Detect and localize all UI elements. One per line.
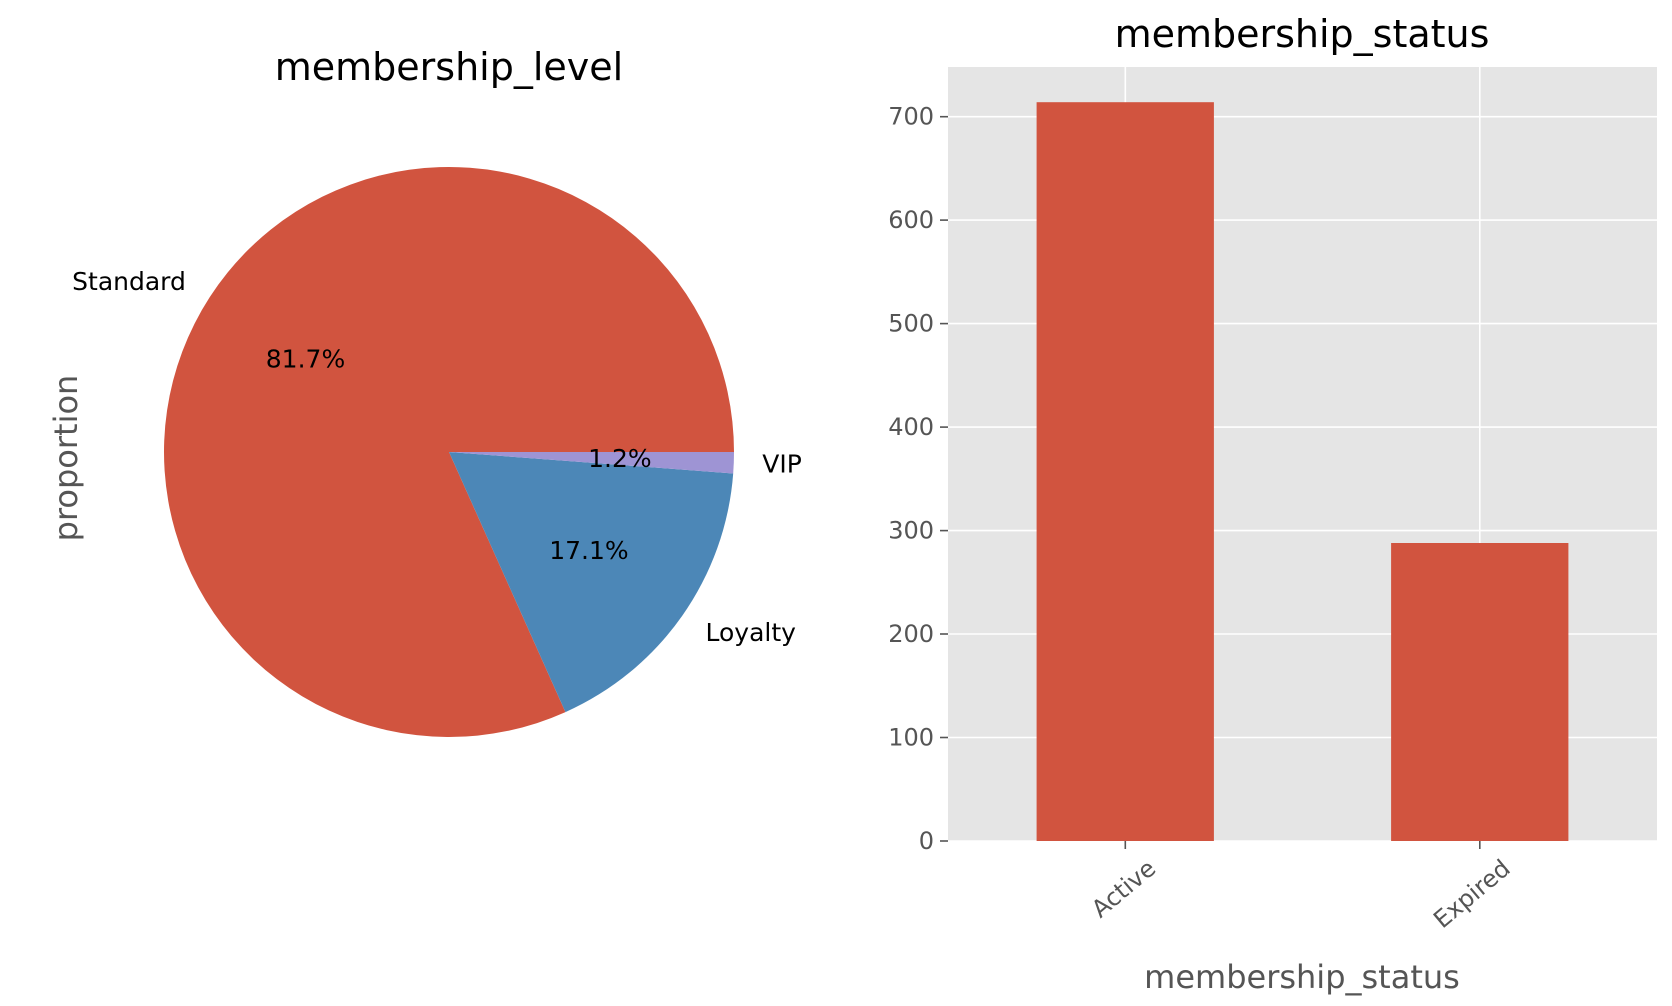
pie-labels: Standard 81.7% Loyalty 17.1% VIP 1.2% [72, 267, 802, 647]
y-tick-label-500: 500 [888, 310, 934, 338]
pie-slices [164, 167, 735, 738]
bar-chart: membership_status 0 100 200 300 400 500 600 700… [888, 12, 1657, 996]
pie-slice-vip [449, 452, 734, 474]
bar-active [1036, 102, 1214, 841]
pie-pct-standard: 81.7% [266, 345, 345, 374]
x-tick-label-active: Active [1086, 854, 1161, 923]
pie-slice-standard [164, 167, 735, 738]
y-tick-label-600: 600 [888, 206, 934, 234]
bar-chart-title: membership_status [1115, 12, 1490, 56]
pie-pct-vip: 1.2% [588, 444, 652, 473]
y-tick-label-300: 300 [888, 517, 934, 545]
x-tick-label-expired: Expired [1428, 854, 1515, 934]
pie-chart-ylabel: proportion [47, 375, 85, 542]
bar-y-ticks: 0 100 200 300 400 500 600 700 [888, 103, 948, 855]
bar-expired [1391, 543, 1569, 841]
pie-label-standard: Standard [72, 267, 186, 296]
y-tick-label-400: 400 [888, 413, 934, 441]
y-tick-label-0: 0 [919, 827, 934, 855]
bar-bars [1036, 102, 1569, 841]
bar-x-ticks: Active Expired [1086, 841, 1516, 934]
y-tick-label-100: 100 [888, 724, 934, 752]
pie-slice-loyalty [449, 452, 734, 713]
y-tick-label-700: 700 [888, 103, 934, 131]
pie-label-vip: VIP [762, 449, 802, 478]
pie-pct-loyalty: 17.1% [549, 536, 628, 565]
pie-chart: membership_level proportion Standard 81.7… [47, 45, 802, 738]
bar-chart-xlabel: membership_status [1144, 958, 1460, 996]
pie-chart-title: membership_level [275, 45, 623, 89]
pie-label-loyalty: Loyalty [706, 618, 797, 647]
y-tick-label-200: 200 [888, 620, 934, 648]
